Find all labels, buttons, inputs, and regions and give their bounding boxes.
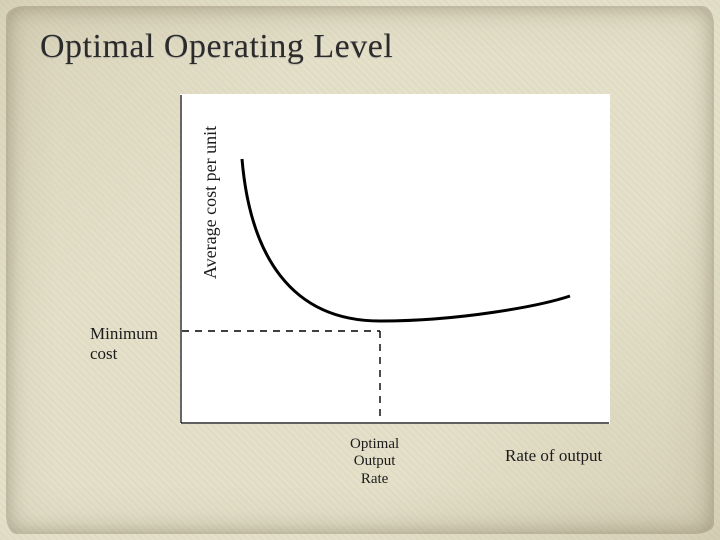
min-cost-line2: cost [90,344,117,363]
opt-line3: Rate [361,471,389,487]
minimum-cost-label: Minimum cost [90,324,158,363]
y-axis-label: Average cost per unit [200,126,221,279]
optimal-output-label: Optimal Output Rate [350,436,399,488]
slide-title: Optimal Operating Level [40,28,680,66]
opt-line2: Output [354,453,396,469]
slide: Optimal Operating Level Average cost per… [0,0,720,540]
chart-area: Average cost per unit Minimum cost Optim… [50,84,670,504]
opt-line1: Optimal [350,436,399,452]
cost-curve [242,159,570,321]
rate-of-output-label: Rate of output [505,446,602,466]
min-cost-line1: Minimum [90,324,158,343]
